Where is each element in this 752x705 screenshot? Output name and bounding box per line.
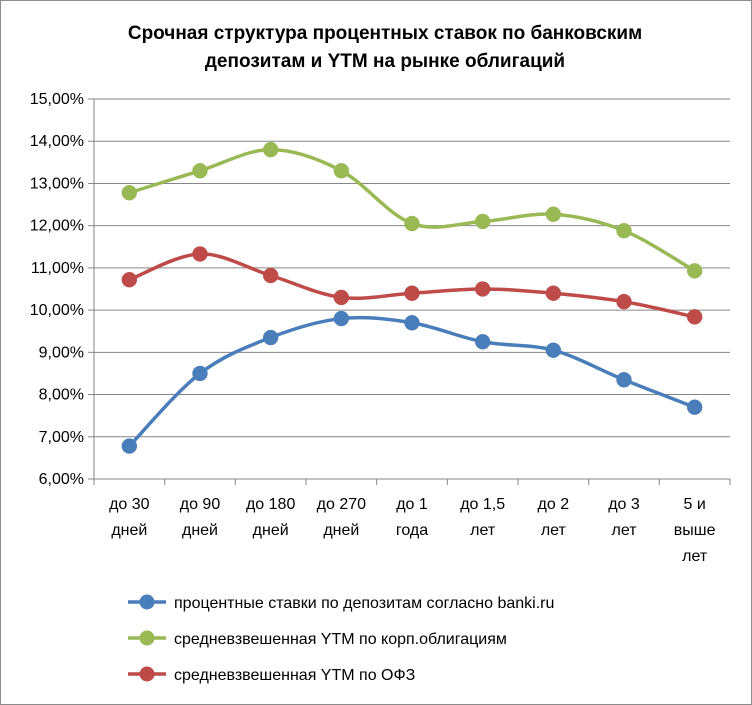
data-point-series-1-3	[262, 329, 279, 346]
data-point-series-3-4	[333, 289, 350, 306]
series-line-3	[127, 252, 697, 319]
data-point-series-3-3	[262, 267, 279, 284]
data-point-series-2-1	[121, 184, 138, 201]
x-tick-label: лет	[541, 522, 567, 539]
data-point-series-1-6	[474, 334, 491, 350]
data-point-series-1-2	[192, 365, 208, 382]
x-tick-label: дней	[323, 522, 359, 539]
x-tick-label: до 1,5	[460, 496, 505, 513]
data-point-series-3-5	[404, 285, 420, 301]
y-tick-label: 6,00%	[39, 471, 84, 488]
y-tick-label: 8,00%	[39, 387, 84, 404]
x-tick-label: до 3	[608, 496, 640, 513]
x-tick-label: дней	[253, 522, 289, 539]
chart-title: Срочная структура процентных ставок по б…	[60, 20, 710, 76]
legend-marker-1	[139, 594, 155, 610]
data-point-series-1-8	[616, 372, 632, 388]
x-tick-label: лет	[470, 522, 496, 539]
x-tick-label: до 2	[538, 496, 570, 513]
legend-label-3: средневзвешенная YTM по ОФЗ	[174, 667, 415, 684]
data-point-series-3-8	[616, 293, 632, 310]
data-point-series-1-5	[404, 315, 420, 331]
x-tick-label: 5 и	[684, 496, 706, 513]
y-tick-label: 12,00%	[30, 218, 84, 235]
y-tick-label: 9,00%	[39, 344, 84, 361]
legend-label-1: процентные ставки по депозитам согласно …	[174, 595, 554, 612]
series-line-1	[127, 315, 697, 448]
legend-label-2: средневзвешенная YTM по корп.облигациям	[174, 631, 507, 648]
data-point-series-2-3	[262, 141, 279, 158]
data-point-series-2-6	[474, 213, 491, 230]
data-point-series-3-6	[474, 281, 491, 297]
chart-title-line-2: депозитам и YTM на рынке облигаций	[204, 51, 566, 72]
data-point-series-1-4	[333, 310, 350, 327]
data-point-series-2-2	[192, 163, 208, 179]
data-point-series-3-7	[545, 285, 562, 301]
x-tick-label: до 1	[396, 496, 428, 513]
x-tick-label: до 90	[180, 496, 221, 513]
y-tick-label: 14,00%	[30, 133, 84, 150]
data-point-series-2-9	[686, 263, 703, 279]
x-tick-label: лет	[611, 522, 637, 539]
x-tick-label: до 270	[317, 496, 366, 513]
y-tick-label: 11,00%	[31, 260, 84, 277]
data-point-series-2-5	[404, 215, 420, 232]
y-tick-label: 10,00%	[30, 302, 84, 319]
x-tick-label: до 30	[109, 496, 150, 513]
chart-title-line-1: Срочная структура процентных ставок по б…	[127, 23, 643, 44]
x-tick-label: дней	[111, 522, 147, 539]
data-point-series-2-8	[616, 222, 632, 239]
y-tick-label: 13,00%	[30, 175, 84, 192]
x-tick-label: года	[396, 522, 428, 539]
x-tick-label: лет	[682, 548, 708, 565]
y-tick-label: 7,00%	[39, 429, 84, 446]
data-point-series-1-1	[121, 438, 138, 454]
data-point-series-3-9	[686, 309, 703, 325]
x-tick-label: выше	[674, 522, 716, 539]
data-point-series-3-2	[192, 246, 208, 262]
legend-marker-3	[139, 666, 155, 682]
data-point-series-1-7	[545, 342, 562, 358]
x-tick-label: дней	[182, 522, 218, 539]
y-tick-label: 15,00%	[30, 91, 84, 108]
series-line-2	[127, 147, 697, 273]
x-tick-label: до 180	[246, 496, 295, 513]
data-point-series-3-1	[121, 271, 138, 288]
data-point-series-2-7	[545, 206, 562, 223]
data-point-series-2-4	[333, 163, 350, 179]
legend-marker-2	[139, 630, 155, 646]
data-point-series-1-9	[686, 399, 703, 415]
